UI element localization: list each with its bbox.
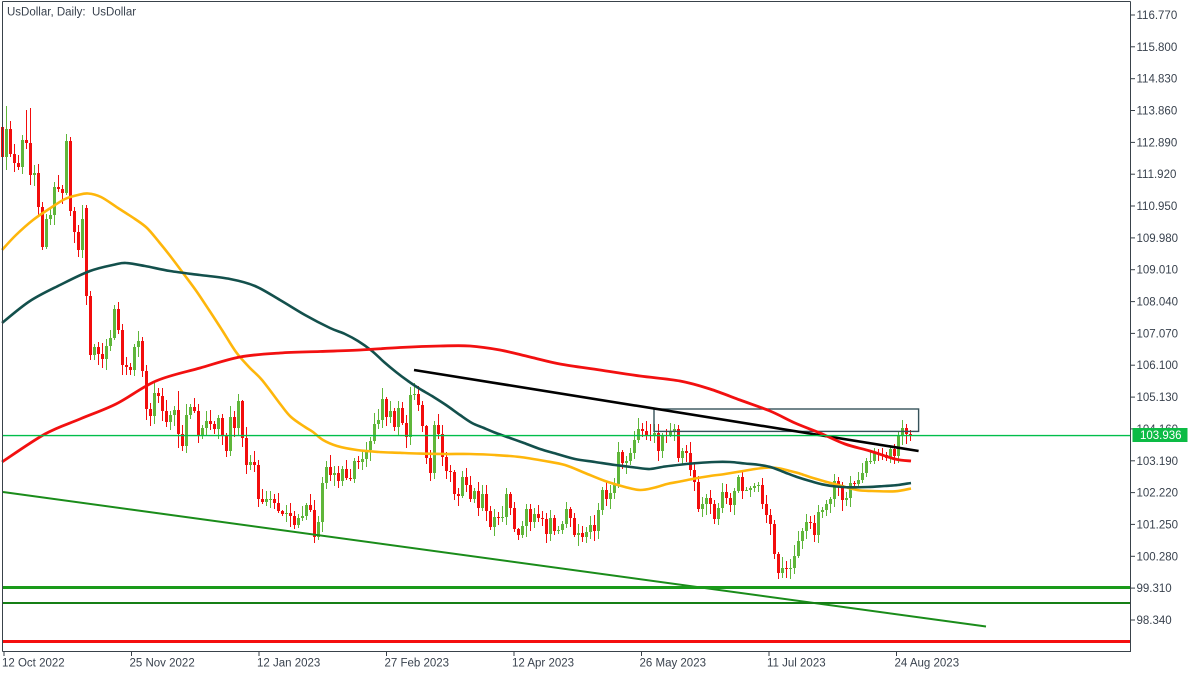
svg-text:105.130: 105.130 [1137,392,1179,404]
svg-text:113.860: 113.860 [1137,106,1178,118]
svg-text:112.890: 112.890 [1137,137,1178,149]
svg-text:12 Oct 2022: 12 Oct 2022 [2,658,65,670]
svg-text:109.010: 109.010 [1137,265,1179,277]
svg-text:11 Jul 2023: 11 Jul 2023 [767,658,826,670]
svg-text:25 Nov 2022: 25 Nov 2022 [130,658,195,670]
svg-text:100.280: 100.280 [1137,551,1179,563]
svg-text:103.936: 103.936 [1140,430,1182,442]
svg-text:102.220: 102.220 [1137,488,1179,500]
svg-text:12 Jan 2023: 12 Jan 2023 [257,658,320,670]
svg-text:99.310: 99.310 [1137,583,1172,595]
svg-text:114.830: 114.830 [1137,74,1178,86]
svg-text:12 Apr 2023: 12 Apr 2023 [512,658,574,670]
svg-text:116.770: 116.770 [1137,10,1178,22]
svg-text:24 Aug 2023: 24 Aug 2023 [895,658,960,670]
svg-text:110.950: 110.950 [1137,201,1178,213]
svg-text:26 May 2023: 26 May 2023 [640,658,707,670]
svg-text:27 Feb 2023: 27 Feb 2023 [385,658,450,670]
svg-text:UsDollar, Daily: UsDollar: UsDollar, Daily: UsDollar [7,7,136,19]
svg-text:115.800: 115.800 [1137,42,1178,54]
svg-text:107.070: 107.070 [1137,328,1179,340]
svg-text:103.190: 103.190 [1137,456,1179,468]
svg-text:108.040: 108.040 [1137,297,1179,309]
svg-text:101.250: 101.250 [1137,519,1179,531]
svg-text:98.340: 98.340 [1137,615,1172,627]
svg-text:109.980: 109.980 [1137,233,1179,245]
svg-text:106.100: 106.100 [1137,360,1179,372]
svg-text:111.920: 111.920 [1137,169,1177,181]
